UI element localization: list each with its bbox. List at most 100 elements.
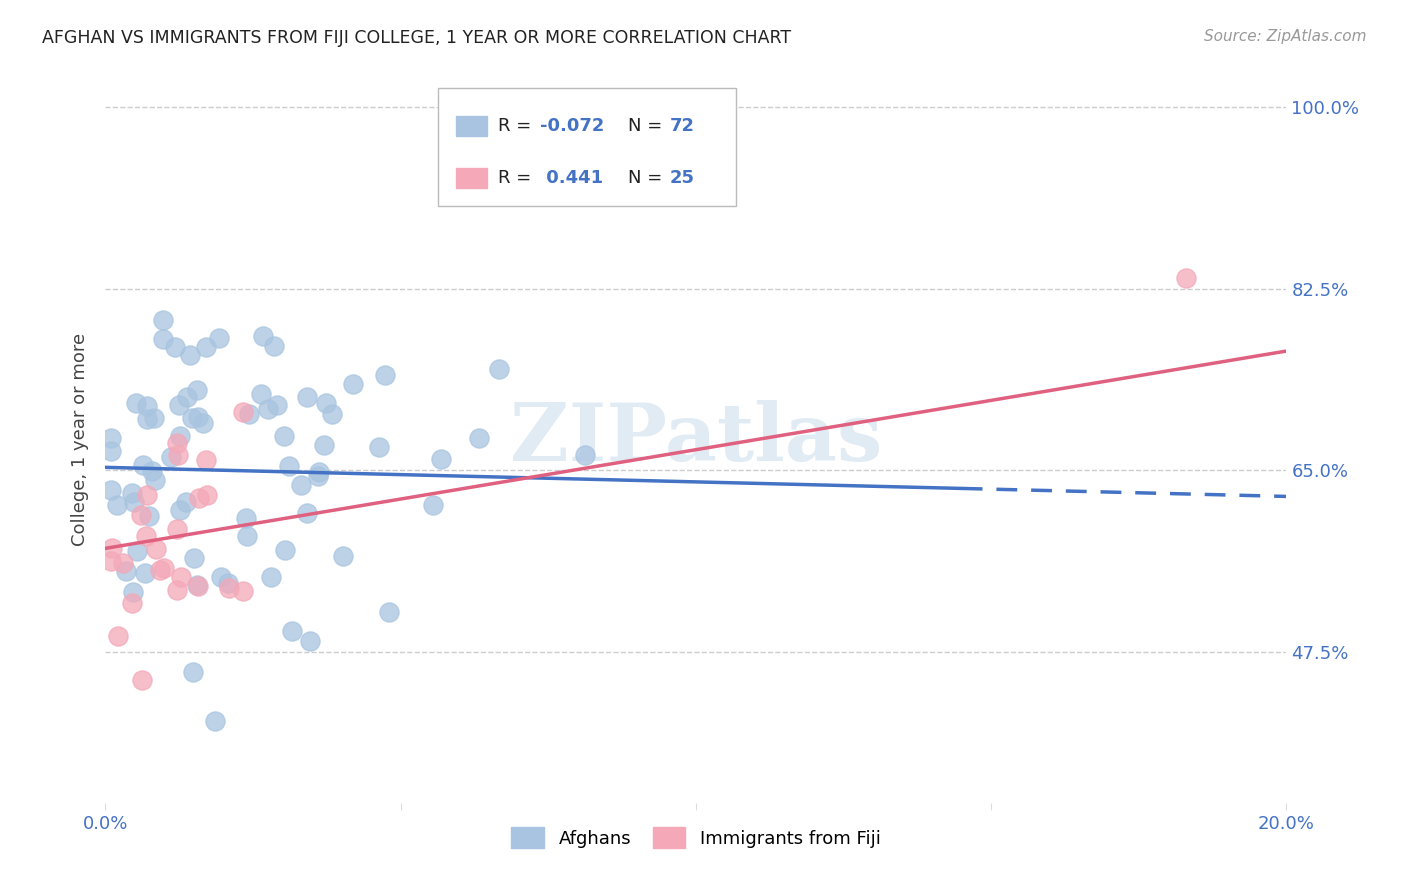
Point [152, 332, 174, 346]
Point [107, 629, 129, 643]
Point [135, 528, 157, 542]
Point [195, 453, 218, 467]
Point [238, 407, 260, 421]
Point [307, 469, 329, 483]
Point [488, 362, 510, 376]
Point [468, 431, 491, 445]
Point [191, 416, 214, 430]
Point [273, 542, 295, 557]
Text: R =: R = [498, 169, 537, 187]
Point [273, 429, 295, 443]
Point [138, 509, 160, 524]
Point [281, 624, 304, 638]
Point [430, 452, 453, 467]
Point [204, 714, 226, 729]
Text: R =: R = [498, 118, 537, 136]
Text: N =: N = [627, 169, 668, 187]
Y-axis label: College, 1 year or more: College, 1 year or more [72, 333, 90, 546]
Point [136, 488, 159, 502]
Point [166, 582, 188, 597]
Point [132, 458, 155, 472]
Point [574, 448, 596, 462]
Point [250, 386, 273, 401]
Text: 72: 72 [669, 118, 695, 136]
Point [378, 605, 401, 619]
Text: ZIPatlas: ZIPatlas [510, 401, 882, 478]
Point [195, 488, 218, 502]
Point [187, 410, 209, 425]
Point [1175, 271, 1198, 285]
Point [342, 376, 364, 391]
Point [145, 541, 167, 556]
Point [180, 410, 202, 425]
Point [260, 570, 283, 584]
Point [186, 578, 208, 592]
Text: Source: ZipAtlas.com: Source: ZipAtlas.com [1204, 29, 1367, 44]
Point [295, 506, 318, 520]
Point [141, 464, 163, 478]
Point [125, 396, 148, 410]
Point [166, 522, 188, 536]
Point [218, 581, 240, 595]
Point [277, 458, 299, 473]
Point [166, 436, 188, 450]
Point [183, 551, 205, 566]
Point [187, 491, 209, 505]
Point [143, 473, 166, 487]
Point [149, 563, 172, 577]
Point [209, 569, 232, 583]
Point [100, 483, 122, 497]
Point [112, 556, 135, 570]
Point [121, 585, 143, 599]
Point [236, 529, 259, 543]
Point [207, 331, 229, 345]
Point [135, 399, 157, 413]
Point [105, 498, 128, 512]
Text: -0.072: -0.072 [540, 118, 605, 136]
Point [129, 508, 152, 522]
Point [153, 561, 176, 575]
Point [167, 448, 190, 462]
Point [315, 396, 337, 410]
Point [169, 429, 191, 443]
Point [368, 440, 391, 454]
Point [295, 390, 318, 404]
Point [263, 338, 285, 352]
Point [232, 405, 254, 419]
Point [266, 398, 288, 412]
Text: N =: N = [627, 118, 668, 136]
Point [422, 498, 444, 512]
Point [217, 575, 239, 590]
Point [332, 549, 354, 564]
Point [181, 665, 204, 680]
Text: 25: 25 [669, 169, 695, 187]
Point [152, 313, 174, 327]
Point [127, 544, 149, 558]
Point [169, 502, 191, 516]
Point [290, 477, 312, 491]
Point [121, 486, 143, 500]
Point [100, 444, 122, 458]
Point [100, 432, 122, 446]
Point [160, 450, 183, 464]
Text: 0.441: 0.441 [540, 169, 603, 187]
Point [165, 340, 187, 354]
Point [134, 566, 156, 580]
Point [257, 402, 280, 417]
Point [121, 596, 143, 610]
Point [174, 495, 197, 509]
Point [186, 383, 208, 397]
Point [143, 411, 166, 425]
Point [187, 578, 209, 592]
Point [114, 564, 136, 578]
Point [122, 495, 145, 509]
Point [100, 553, 122, 567]
Point [373, 368, 395, 383]
Point [131, 673, 153, 687]
Text: AFGHAN VS IMMIGRANTS FROM FIJI COLLEGE, 1 YEAR OR MORE CORRELATION CHART: AFGHAN VS IMMIGRANTS FROM FIJI COLLEGE, … [42, 29, 792, 46]
Point [176, 390, 198, 404]
Point [232, 584, 254, 599]
Point [321, 407, 343, 421]
Point [235, 510, 257, 524]
Point [194, 340, 217, 354]
